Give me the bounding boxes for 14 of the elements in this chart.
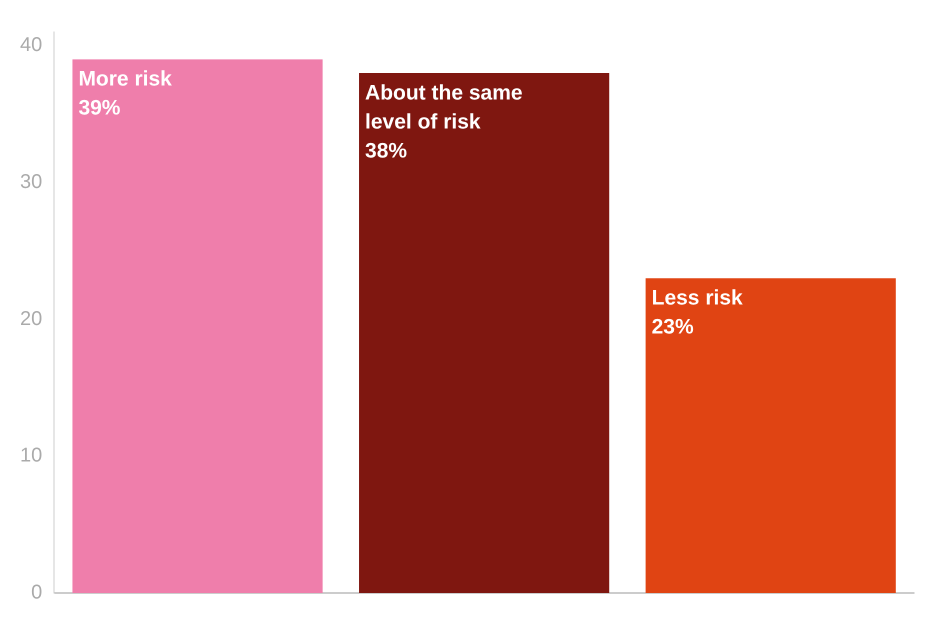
x-tick-label: More risk — [78, 68, 172, 91]
data-label: 38% — [365, 139, 408, 162]
bar — [646, 278, 896, 593]
bar — [72, 59, 323, 593]
y-tick-label: 30 — [20, 171, 42, 194]
y-tick-label: 40 — [20, 34, 42, 56]
data-label: 39% — [78, 96, 121, 120]
x-tick-label: About the same level of risk — [365, 81, 523, 134]
x-tick-label: Less risk — [652, 286, 743, 310]
data-label: 23% — [652, 316, 694, 339]
y-tick-label: 0 — [31, 582, 42, 604]
bar — [359, 73, 610, 593]
y-tick-label: 10 — [20, 444, 42, 467]
y-tick-label: 20 — [20, 308, 42, 330]
